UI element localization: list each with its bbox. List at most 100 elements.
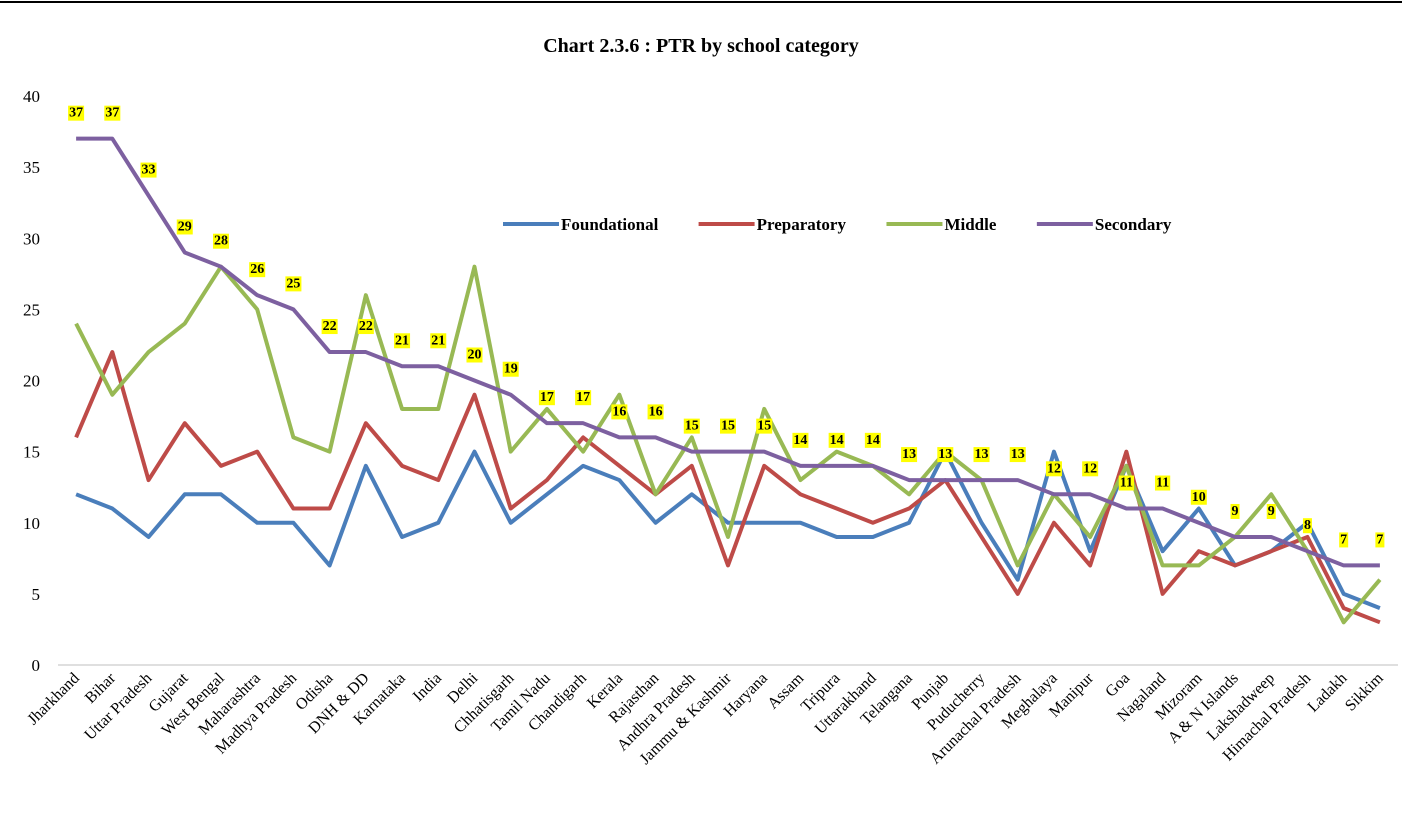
y-tick-label: 0 — [32, 656, 41, 675]
series-line — [74, 264, 1382, 625]
y-tick-label: 30 — [23, 229, 40, 248]
data-label-bg — [1302, 518, 1312, 534]
data-label-bg — [937, 447, 954, 463]
data-label-bg — [466, 347, 483, 363]
data-label-text: 13 — [975, 447, 989, 462]
data-label-text: 22 — [359, 319, 373, 334]
data-label: 19 — [502, 361, 519, 377]
data-label: 37 — [104, 105, 121, 121]
data-label-bg — [864, 432, 881, 448]
data-label-bg — [285, 276, 302, 292]
data-label-bg — [104, 105, 121, 121]
data-label: 25 — [285, 276, 302, 292]
data-label: 16 — [611, 404, 628, 420]
data-label-bg — [538, 390, 555, 406]
data-label: 9 — [1230, 503, 1240, 519]
y-tick-label: 40 — [23, 87, 40, 106]
data-label-text: 14 — [793, 433, 807, 448]
legend-label: Preparatory — [757, 215, 847, 234]
data-label: 20 — [466, 347, 483, 363]
data-label-text: 29 — [178, 219, 192, 234]
data-label-text: 21 — [431, 333, 445, 348]
data-label-text: 25 — [286, 276, 300, 291]
data-label-text: 37 — [69, 106, 83, 121]
data-label: 33 — [140, 162, 157, 178]
data-label-text: 12 — [1083, 461, 1097, 476]
data-label-bg — [502, 361, 519, 377]
data-label-bg — [1118, 475, 1134, 491]
y-tick-label: 25 — [23, 300, 40, 319]
data-label-bg — [1154, 475, 1171, 491]
data-label: 15 — [720, 418, 736, 434]
data-label: 7 — [1375, 532, 1385, 548]
data-label-bg — [575, 390, 592, 406]
data-label: 11 — [1154, 475, 1171, 491]
data-label: 21 — [394, 333, 411, 349]
data-label-bg — [212, 233, 229, 249]
data-label-bg — [901, 447, 918, 463]
y-tick-label: 35 — [23, 158, 40, 177]
data-label: 37 — [68, 105, 85, 121]
data-label: 12 — [1082, 461, 1099, 477]
data-label: 17 — [575, 390, 592, 406]
data-label-text: 9 — [1268, 504, 1275, 519]
data-label: 7 — [1339, 532, 1349, 548]
data-label-text: 13 — [1011, 447, 1025, 462]
data-label: 15 — [683, 418, 700, 434]
data-label-text: 33 — [142, 163, 156, 178]
data-label-bg — [249, 262, 266, 278]
data-label-text: 15 — [685, 419, 699, 434]
data-label-bg — [1266, 503, 1276, 519]
data-label-bg — [611, 404, 628, 420]
data-label-text: 21 — [395, 333, 409, 348]
data-label-text: 22 — [323, 319, 337, 334]
data-label-bg — [321, 319, 338, 335]
data-label-text: 17 — [540, 390, 554, 405]
data-label-bg — [1190, 489, 1207, 505]
data-label-text: 16 — [649, 404, 663, 419]
data-label-text: 13 — [938, 447, 952, 462]
data-label-text: 8 — [1304, 518, 1311, 533]
y-tick-label: 15 — [23, 443, 40, 462]
data-label: 13 — [973, 447, 990, 463]
y-tick-label: 5 — [32, 585, 41, 604]
series-line — [74, 350, 1381, 625]
data-label-bg — [792, 432, 809, 448]
data-label-bg — [140, 162, 157, 178]
data-label-bg — [973, 447, 990, 463]
data-label-text: 11 — [1156, 476, 1169, 491]
data-label-text: 7 — [1376, 532, 1383, 547]
data-label-bg — [647, 404, 664, 420]
data-label: 29 — [176, 219, 193, 235]
data-label-bg — [176, 219, 193, 235]
data-label: 17 — [538, 390, 555, 406]
data-label: 11 — [1118, 475, 1134, 491]
data-label-text: 14 — [866, 433, 880, 448]
series-line — [75, 449, 1381, 610]
data-label: 13 — [901, 447, 918, 463]
data-label-text: 12 — [1047, 461, 1061, 476]
data-label-text: 13 — [902, 447, 916, 462]
data-label: 26 — [249, 262, 266, 278]
data-label-text: 10 — [1192, 490, 1206, 505]
legend-label: Foundational — [561, 215, 659, 234]
data-label: 28 — [212, 233, 229, 249]
data-label-text: 15 — [721, 419, 735, 434]
data-label: 13 — [1009, 447, 1026, 463]
data-label-bg — [756, 418, 773, 434]
data-label: 9 — [1266, 503, 1276, 519]
data-label-bg — [683, 418, 700, 434]
data-label-bg — [720, 418, 736, 434]
data-label-bg — [394, 333, 411, 349]
data-label-bg — [828, 432, 845, 448]
data-label-text: 15 — [757, 419, 771, 434]
data-label: 14 — [828, 432, 845, 448]
chart-title: Chart 2.3.6 : PTR by school category — [543, 35, 859, 57]
data-label-text: 26 — [250, 262, 264, 277]
data-label-bg — [68, 105, 85, 121]
data-label: 13 — [937, 447, 954, 463]
data-label-text: 16 — [612, 404, 626, 419]
data-label-text: 7 — [1340, 532, 1347, 547]
